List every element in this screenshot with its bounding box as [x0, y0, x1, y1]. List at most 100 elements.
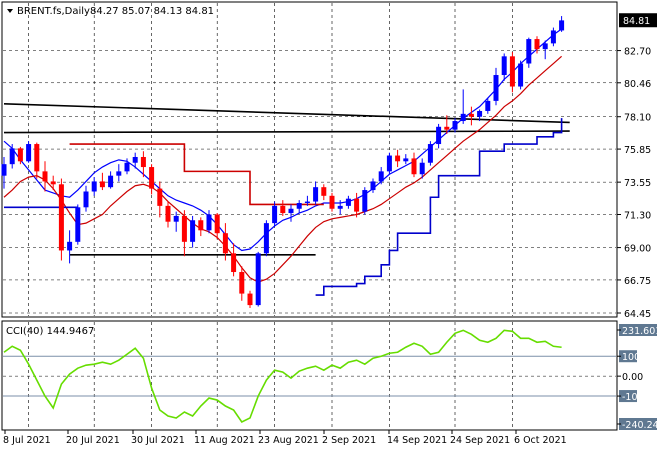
candle-body	[485, 100, 491, 111]
candle	[427, 141, 433, 166]
candle	[436, 123, 442, 149]
candle-body	[140, 156, 146, 168]
candle	[460, 89, 466, 124]
y-tick-label: 80.46	[624, 79, 651, 90]
candle-body	[26, 144, 32, 162]
candle	[83, 185, 89, 212]
candle	[329, 192, 335, 212]
candle-body	[354, 198, 360, 212]
candle-body	[444, 126, 450, 130]
indicator-line	[3, 28, 562, 252]
y-tick-label: 78.10	[624, 113, 651, 124]
candle	[337, 200, 343, 215]
x-tick-label: 30 Jul 2021	[131, 435, 185, 446]
x-tick-label: 24 Sep 2021	[450, 435, 510, 446]
y-tick-label: 73.55	[624, 178, 651, 189]
cci-tick-box	[619, 418, 657, 430]
cci-tick-box	[619, 390, 637, 403]
x-tick-label: 2 Sep 2021	[322, 435, 376, 446]
candle-body	[255, 253, 261, 306]
ohlc-label: 84.27 85.07 84.13 84.81	[90, 6, 214, 17]
candle	[272, 201, 278, 227]
candle	[493, 67, 499, 106]
y-tick-label: 75.85	[624, 145, 651, 156]
horizontal-lines	[3, 102, 570, 256]
candle-body	[75, 207, 81, 242]
x-tick-label: 8 Jul 2021	[3, 435, 51, 446]
candle	[263, 220, 269, 257]
candle-body	[550, 30, 556, 44]
candle	[247, 290, 253, 308]
candle	[222, 223, 228, 261]
cci-lines: 231.601 100 0.00 -100 -240.240	[3, 324, 660, 431]
candle-body	[493, 75, 499, 101]
candle-body	[34, 144, 40, 172]
cci-panel	[1, 320, 618, 431]
indicator-line	[3, 55, 562, 283]
candle	[378, 167, 384, 185]
candle-body	[460, 113, 466, 122]
x-tick-label: 6 Oct 2021	[514, 435, 567, 446]
candle	[50, 175, 56, 191]
candle-body	[378, 171, 384, 182]
candle	[132, 152, 138, 169]
candle-body	[263, 223, 269, 254]
candle-body	[1, 164, 7, 176]
candle	[42, 161, 48, 192]
candle-body	[280, 205, 286, 214]
candle	[452, 118, 458, 133]
candle	[140, 151, 146, 178]
cci-tick-box	[619, 324, 657, 336]
candle	[255, 251, 261, 307]
candle	[108, 171, 114, 189]
candle	[214, 213, 220, 239]
y-tick-label: 66.75	[624, 276, 651, 287]
candle-body	[198, 220, 204, 231]
candle-body	[534, 39, 540, 50]
candle-body	[108, 175, 114, 188]
indicator-line	[315, 118, 563, 296]
candle	[288, 204, 294, 222]
candle-body	[214, 214, 220, 234]
candle-body	[436, 126, 442, 145]
candle-body	[501, 56, 507, 76]
candle-body	[132, 156, 138, 163]
candle-body	[42, 171, 48, 182]
candle-body	[9, 148, 15, 165]
candle	[1, 156, 7, 189]
cci-tick-label: -100	[622, 392, 644, 403]
candle-body	[452, 121, 458, 130]
candle	[345, 195, 351, 209]
candle-body	[395, 155, 401, 162]
candle-body	[337, 205, 343, 209]
candle-body	[403, 158, 409, 162]
cci-tick-box	[619, 350, 637, 363]
candle	[99, 172, 105, 191]
cci-tick-label: 100	[622, 352, 640, 363]
candle-body	[542, 43, 548, 50]
candle	[559, 16, 565, 32]
candle	[124, 158, 130, 175]
candle-body	[313, 187, 319, 202]
candle-body	[518, 63, 524, 87]
candle-body	[345, 198, 351, 206]
candle	[17, 146, 23, 165]
candle	[526, 37, 532, 68]
candle-body	[231, 253, 237, 273]
candle-body	[50, 181, 56, 185]
candle-body	[116, 171, 122, 176]
candle-body	[419, 162, 425, 175]
candle	[67, 230, 73, 264]
candle-body	[83, 191, 89, 208]
candle	[231, 243, 237, 277]
candle-body	[165, 205, 171, 222]
candle	[58, 178, 64, 261]
candle	[444, 115, 450, 134]
candle	[468, 106, 474, 126]
candle	[477, 109, 483, 122]
dropdown-triangle-icon[interactable]	[7, 9, 13, 13]
candle	[149, 164, 155, 195]
candle	[91, 177, 97, 196]
candle	[304, 195, 310, 206]
